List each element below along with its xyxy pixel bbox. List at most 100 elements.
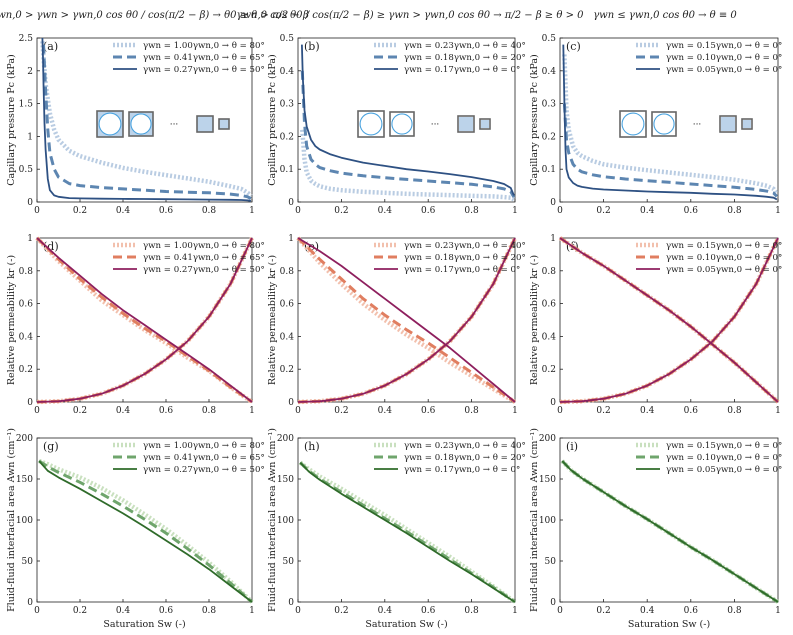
y-axis-label: Relative permeability kr (-) (6, 255, 17, 385)
interface-circle-icon (621, 112, 645, 136)
x-tick-label: 0.8 (202, 406, 217, 416)
y-tick-label: 0.4 (280, 67, 295, 77)
x-tick-label: 0.6 (684, 606, 699, 616)
legend-label-3: γwn = 0.27γwn,0 → θ = 50° (143, 465, 265, 475)
x-tick-label: 1 (512, 606, 518, 616)
y-tick-label: 0.4 (542, 67, 557, 77)
x-tick-label: 0.2 (73, 206, 87, 216)
y-tick-label: 100 (539, 516, 556, 526)
series-line-nonwetting-2 (296, 236, 516, 404)
x-tick-label: 0.6 (159, 406, 174, 416)
filled-pore-icon (198, 117, 212, 131)
legend-label-3: γwn = 0.05γwn,0 → θ = 0° (666, 465, 782, 475)
panel-label: (g) (43, 440, 59, 453)
series-line-1 (40, 41, 253, 198)
y-tick-label: 0 (27, 598, 33, 608)
series-line-1 (38, 458, 254, 604)
y-tick-label: 0.4 (542, 332, 557, 342)
y-tick-label: 1 (550, 234, 556, 244)
y-axis-label: Capillary pressure Pc (kPa) (267, 54, 278, 186)
x-tick-label: 0.4 (640, 606, 655, 616)
column-header-1: γwn,0 > γwn > γwn,0 cos θ0 / cos(π/2 − β… (0, 10, 309, 21)
y-tick-label: 0 (550, 198, 556, 208)
y-tick-label: 1 (288, 234, 294, 244)
filled-pore-icon (743, 120, 751, 128)
interface-circle-icon (653, 113, 675, 135)
y-tick-label: 0.4 (19, 332, 34, 342)
y-tick-label: 0.6 (542, 300, 557, 310)
y-tick-label: 0.1 (280, 165, 294, 175)
series-line-nonwetting-3 (297, 237, 516, 403)
x-axis-label: Saturation Sw (-) (628, 619, 710, 630)
y-tick-label: 50 (22, 557, 34, 567)
x-tick-label: 0.4 (640, 406, 655, 416)
y-tick-label: 200 (277, 434, 294, 444)
panel-c: 0 0.2 0.4 0.6 0.8 1 0 0.1 0.2 0.3 0.4 0.5Capillary … (529, 34, 782, 216)
panel-d: 0 0.2 0.4 0.6 0.8 1 0 0.2 0.4 0.6 0.8 1 Relative per… (6, 234, 265, 416)
series-line-2 (42, 44, 252, 200)
x-tick-label: 0 (34, 606, 40, 616)
x-tick-label: 0.2 (596, 206, 610, 216)
legend-label-3: γwn = 0.05γwn,0 → θ = 0° (666, 65, 782, 75)
x-tick-label: 1 (249, 206, 255, 216)
series-line-3 (562, 44, 778, 201)
axes-frame (559, 37, 779, 203)
x-tick-label: 1 (775, 206, 781, 216)
legend-label-2: γwn = 0.41γwn,0 → θ = 65° (143, 253, 265, 263)
x-tick-label: 0.8 (727, 206, 742, 216)
x-tick-label: 0.6 (159, 206, 174, 216)
legend-label-2: γwn = 0.41γwn,0 → θ = 65° (143, 453, 265, 463)
panel-label: (b) (304, 40, 320, 53)
y-tick-label: 0 (27, 398, 33, 408)
series-line-2 (300, 70, 516, 198)
x-tick-label: 0 (34, 406, 40, 416)
x-tick-label: 0.8 (727, 606, 742, 616)
ellipsis-icon: ··· (693, 120, 702, 130)
y-tick-label: 1 (27, 234, 33, 244)
x-tick-label: 0.4 (116, 406, 131, 416)
legend-label-1: γwn = 0.15γwn,0 → θ = 0° (666, 441, 782, 451)
y-tick-label: 0.6 (19, 300, 34, 310)
x-tick-label: 0.6 (421, 206, 436, 216)
axes-frame (297, 37, 516, 203)
x-tick-label: 0.6 (684, 206, 699, 216)
legend-label-2: γwn = 0.10γwn,0 → θ = 0° (666, 253, 782, 263)
y-tick-label: 0 (27, 198, 33, 208)
y-axis-label: Capillary pressure Pc (kPa) (6, 54, 17, 186)
interface-circle-icon (130, 113, 152, 135)
series-line-wetting-3 (297, 237, 516, 403)
legend-label-1: γwn = 1.00γwn,0 → θ = 80° (143, 441, 265, 451)
series-line-nonwetting-2 (35, 236, 253, 404)
filled-pore-icon (721, 117, 735, 131)
legend-label-3: γwn = 0.27γwn,0 → θ = 50° (143, 265, 265, 275)
legend-label-2: γwn = 0.41γwn,0 → θ = 65° (143, 53, 265, 63)
x-tick-label: 1 (775, 406, 781, 416)
x-tick-label: 0.4 (378, 206, 393, 216)
series-line-3 (38, 460, 253, 603)
y-tick-label: 0 (550, 598, 556, 608)
legend-label-1: γwn = 0.15γwn,0 → θ = 0° (666, 41, 782, 51)
y-tick-label: 0 (288, 598, 294, 608)
y-tick-label: 0.3 (280, 100, 295, 110)
filled-pore-icon (459, 117, 473, 131)
y-axis-label: Relative permeability kr (-) (529, 255, 540, 385)
x-tick-label: 1 (512, 206, 518, 216)
series-line-2 (299, 461, 516, 604)
panel-label: (a) (43, 40, 58, 53)
y-axis-label: Fluid-fluid interfacial area Awn (cm⁻¹) (267, 428, 278, 612)
x-tick-label: 0.2 (334, 206, 348, 216)
axes-frame (559, 237, 779, 403)
series-line-2 (562, 103, 778, 198)
interface-circle-icon (359, 112, 383, 136)
legend-label-2: γwn = 0.18γwn,0 → θ = 20° (404, 53, 526, 63)
y-axis-label: Fluid-fluid interfacial area Awn (cm⁻¹) (6, 428, 17, 612)
x-tick-label: 0.8 (464, 406, 479, 416)
x-tick-label: 0 (295, 206, 301, 216)
series-line-wetting-3 (559, 237, 779, 403)
x-tick-label: 0 (34, 206, 40, 216)
panel-f: 0 0.2 0.4 0.6 0.8 1 0 0.2 0.4 0.6 0.8 1 Relative per… (529, 234, 782, 416)
x-tick-label: 1 (775, 606, 781, 616)
